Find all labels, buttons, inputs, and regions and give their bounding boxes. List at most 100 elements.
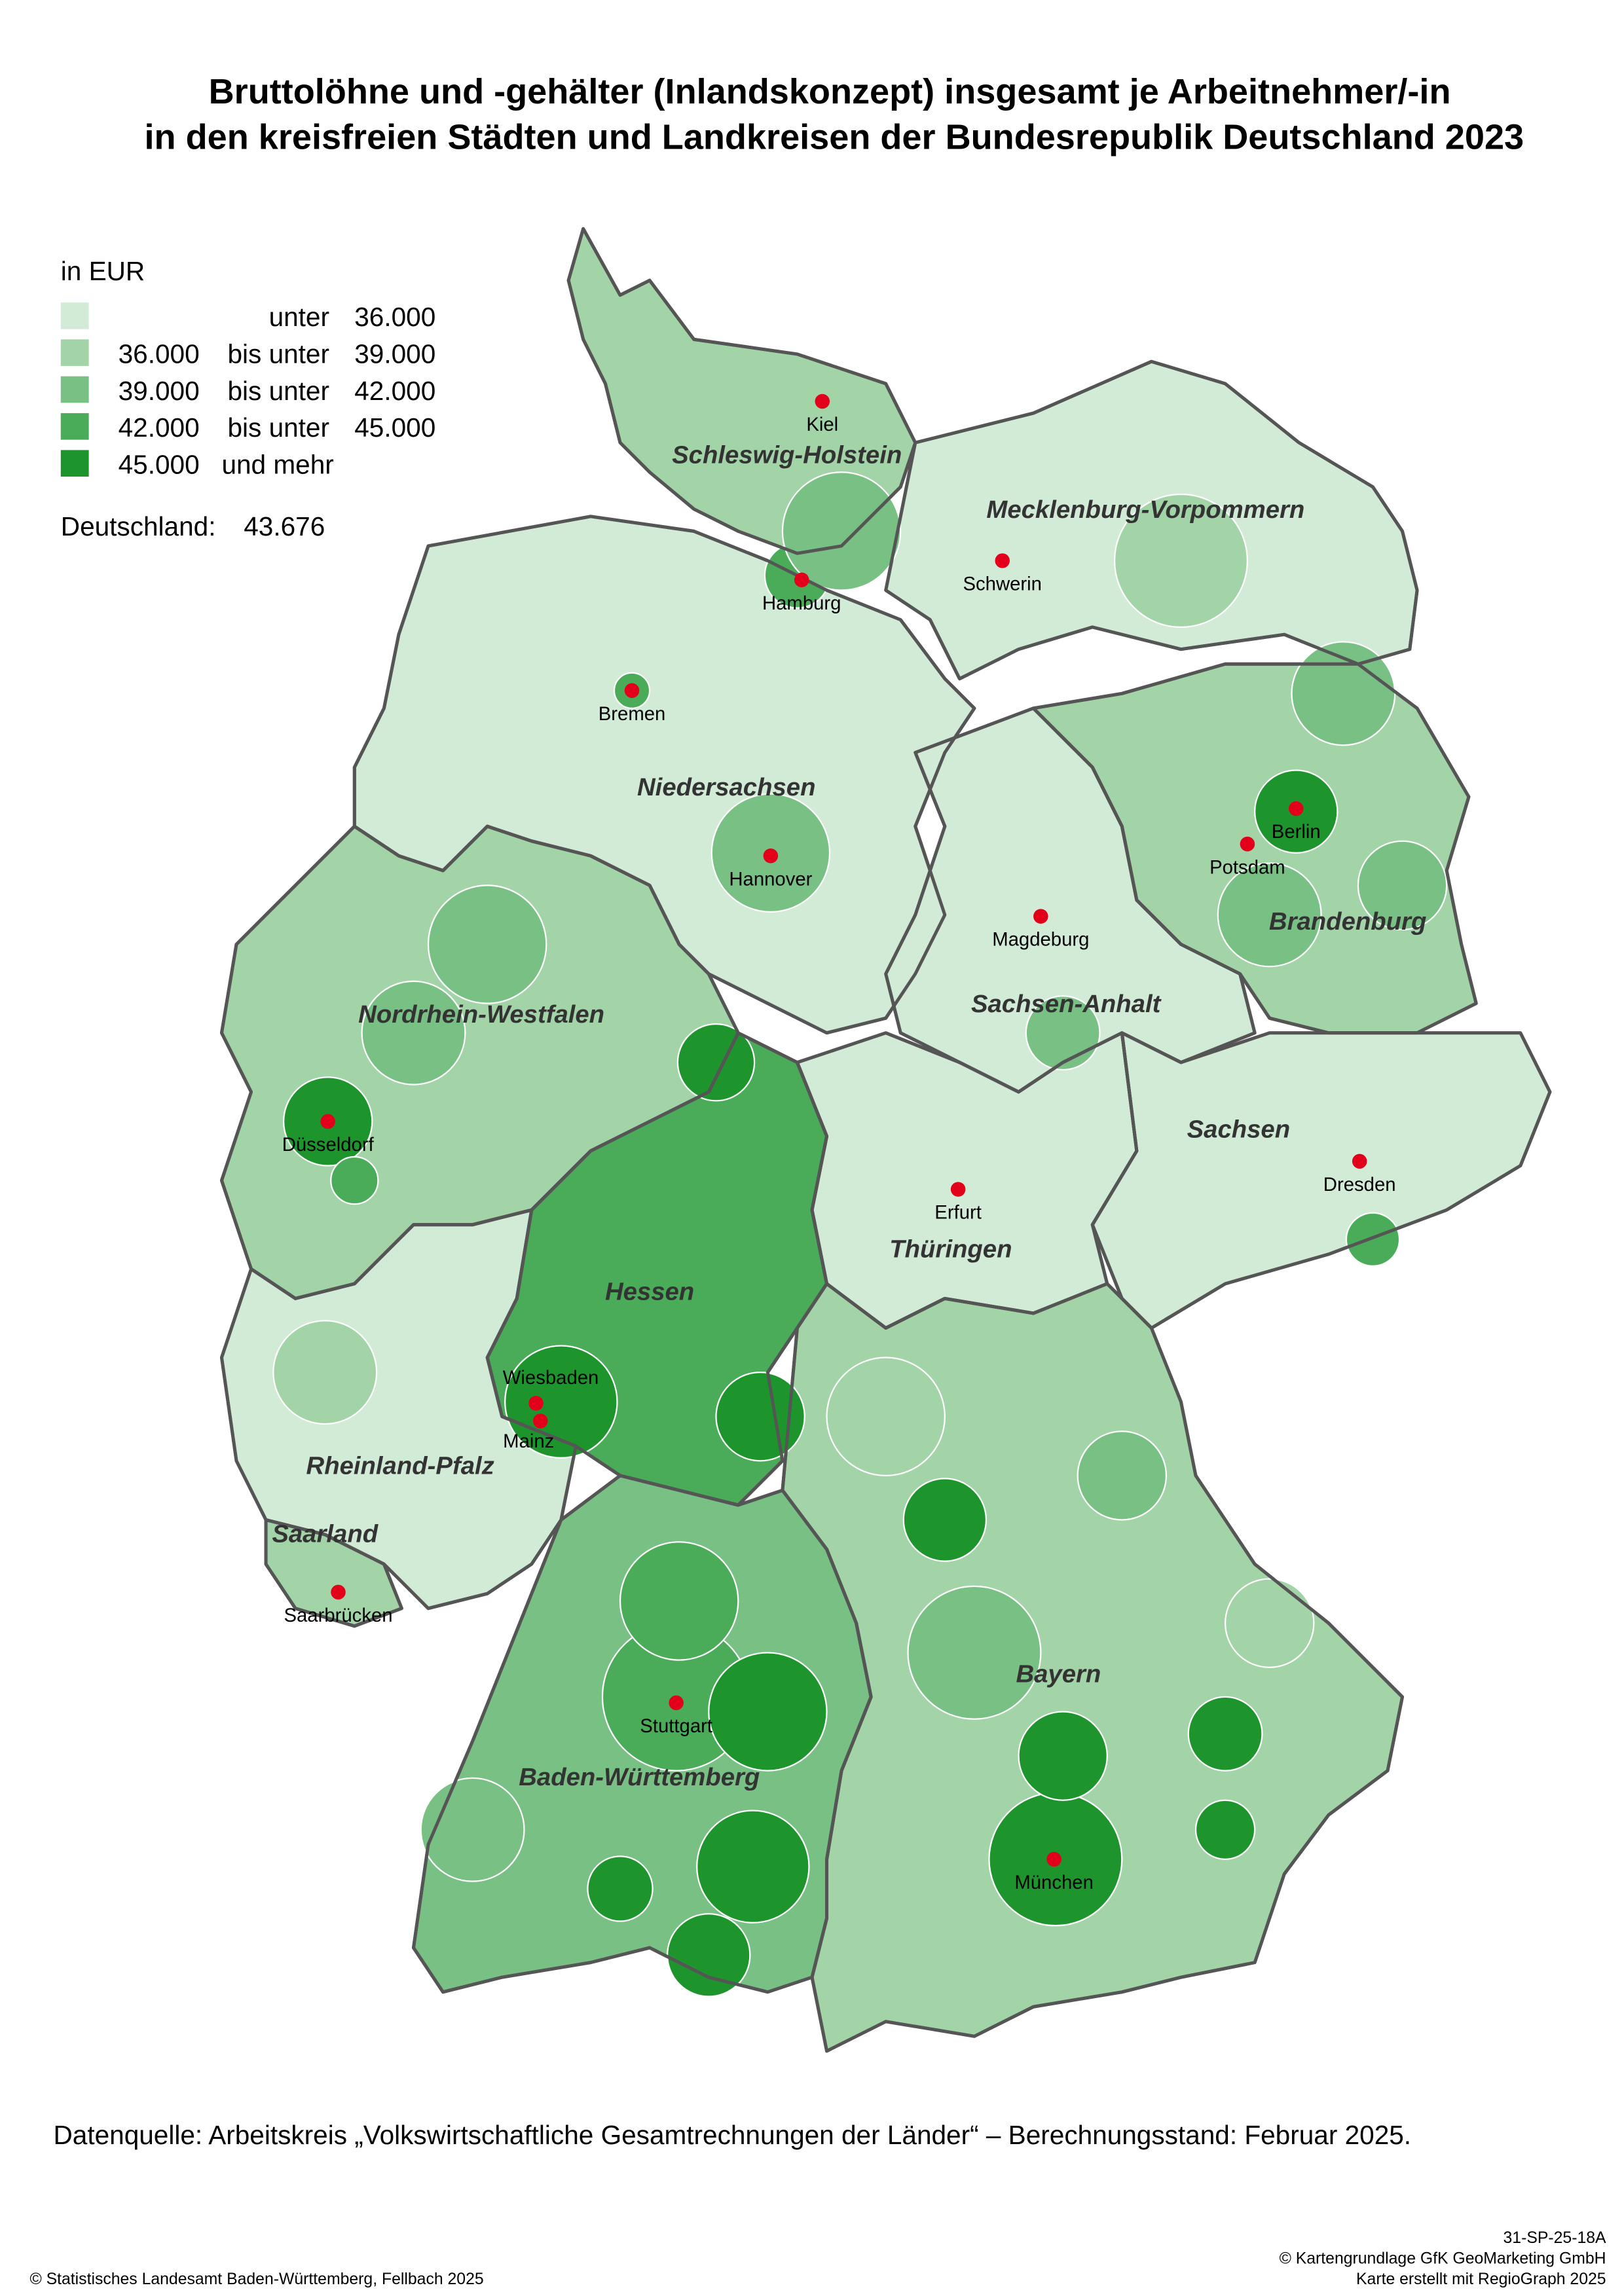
city-label: Magdeburg	[992, 929, 1089, 951]
germany-map	[219, 227, 1552, 2053]
legend-from: 39.000	[119, 376, 200, 406]
district-patch	[1224, 1578, 1315, 1668]
legend-operator: unter	[269, 302, 329, 332]
city-marker[interactable]	[995, 553, 1010, 568]
legend-to: 42.000	[354, 376, 435, 406]
footer-copyright: © Statistisches Landesamt Baden-Württemb…	[29, 2270, 483, 2288]
legend-swatch	[60, 450, 89, 477]
district-patch	[1025, 995, 1101, 1071]
state-label: Brandenburg	[1269, 907, 1426, 936]
city-label: Wiesbaden	[503, 1367, 599, 1389]
city-marker[interactable]	[1033, 909, 1048, 924]
district-patch	[696, 1810, 810, 1923]
national-value: 43.676	[244, 511, 325, 541]
district-patch	[361, 980, 466, 1085]
state-border	[411, 1474, 873, 1994]
state-label: Niedersachsen	[637, 773, 815, 801]
state-label: Sachsen	[1187, 1116, 1291, 1144]
footer-code: 31-SP-25-18A	[1504, 2229, 1607, 2247]
national-label: Deutschland:	[61, 511, 216, 541]
district-patch	[1187, 1696, 1263, 1772]
district-patch	[1217, 862, 1322, 968]
legend: in EUR unter 36.000 36.000 bis unter 39.000 3…	[60, 256, 435, 541]
city-label: Stuttgart	[640, 1715, 712, 1737]
city-label: Düsseldorf	[282, 1134, 375, 1156]
city-marker[interactable]	[624, 683, 640, 699]
legend-operator: bis unter	[227, 412, 329, 443]
city-marker[interactable]	[528, 1396, 544, 1411]
district-patch	[708, 1652, 828, 1772]
district-patch	[715, 1371, 805, 1462]
title-line-2: in den kreisfreien Städten und Landkreis…	[145, 118, 1524, 157]
city-marker[interactable]	[763, 848, 779, 864]
city-label: Hamburg	[762, 592, 841, 614]
district-patch	[781, 471, 902, 591]
city-marker[interactable]	[669, 1695, 684, 1711]
city-label: Potsdam	[1209, 856, 1285, 878]
city-label: Schwerin	[963, 574, 1042, 595]
legend-from: 36.000	[119, 338, 200, 369]
city-marker[interactable]	[1288, 801, 1304, 816]
district-patch	[1345, 1212, 1401, 1267]
city-label: Berlin	[1272, 821, 1321, 843]
data-source: Datenquelle: Arbeitskreis „Volkswirtscha…	[54, 2120, 1412, 2150]
city-label: Hannover	[729, 868, 812, 890]
footer-basemap: © Kartengrundlage GfK GeoMarketing GmbH	[1280, 2250, 1606, 2267]
legend-from: 42.000	[119, 412, 200, 443]
district-patch	[826, 1357, 946, 1476]
legend-to: 39.000	[354, 338, 435, 369]
state-label: Mecklenburg-Vorpommern	[986, 496, 1304, 524]
district-patch	[1357, 840, 1448, 931]
city-marker[interactable]	[1240, 836, 1255, 852]
district-patch	[420, 1777, 525, 1882]
city-label: München	[1014, 1872, 1094, 1893]
city-marker[interactable]	[815, 393, 830, 409]
city-label: Erfurt	[934, 1202, 982, 1224]
state-label: Sachsen-Anhalt	[971, 990, 1162, 1018]
legend-operator: und mehr	[221, 449, 333, 479]
city-label: Bremen	[599, 703, 666, 725]
state-label: Baden-Württemberg	[519, 1763, 760, 1791]
city-marker[interactable]	[794, 572, 809, 588]
state-border	[1090, 1031, 1552, 1330]
city-marker[interactable]	[331, 1584, 346, 1600]
city-marker[interactable]	[1352, 1154, 1367, 1169]
legend-swatch	[60, 302, 89, 329]
district-patch	[1194, 1799, 1256, 1860]
district-patch	[1113, 493, 1249, 629]
district-patch	[1077, 1430, 1168, 1521]
district-patch	[902, 1478, 987, 1562]
legend-to: 45.000	[354, 412, 435, 443]
city-label: Kiel	[806, 414, 838, 435]
state-label: Saarland	[272, 1520, 378, 1548]
district-patch	[907, 1585, 1042, 1720]
city-label: Mainz	[503, 1430, 554, 1452]
district-patch	[272, 1320, 378, 1425]
city-marker[interactable]	[950, 1182, 966, 1197]
state-sachsen[interactable]	[1090, 1031, 1552, 1330]
legend-from: 45.000	[119, 449, 200, 479]
legend-to: 36.000	[354, 302, 435, 332]
state-border	[566, 227, 917, 555]
city-marker[interactable]	[533, 1413, 548, 1429]
district-patch	[1018, 1711, 1108, 1801]
city-label: Dresden	[1323, 1174, 1396, 1195]
city-marker[interactable]	[1046, 1851, 1061, 1867]
district-patch	[330, 1156, 379, 1205]
footer-software: Karte erstellt mit RegioGraph 2025	[1356, 2270, 1606, 2288]
state-label: Hessen	[605, 1278, 694, 1306]
district-patch	[619, 1541, 739, 1661]
state-th-ringen[interactable]	[795, 1031, 1139, 1330]
city-label: Saarbrücken	[284, 1605, 392, 1626]
legend-unit: in EUR	[61, 256, 145, 286]
district-patch	[676, 1023, 756, 1102]
legend-swatch	[60, 376, 89, 403]
legend-swatch	[60, 413, 89, 440]
legend-operator: bis unter	[227, 376, 329, 406]
state-label: Thüringen	[889, 1235, 1012, 1263]
state-label: Bayern	[1016, 1660, 1101, 1688]
title-line-1: Bruttolöhne und -gehälter (Inlandskonzep…	[209, 72, 1451, 111]
state-label: Rheinland-Pfalz	[306, 1452, 494, 1480]
city-marker[interactable]	[320, 1114, 336, 1129]
